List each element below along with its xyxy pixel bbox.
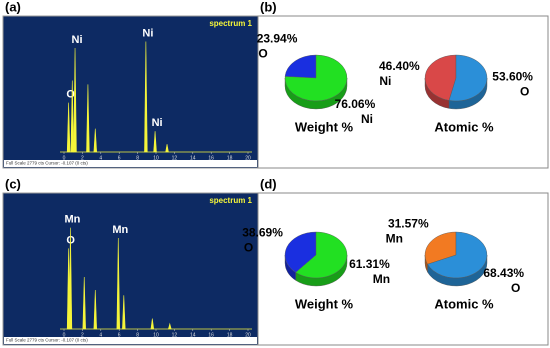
- panel-label: (a): [5, 0, 21, 14]
- pie-slice: [284, 231, 317, 273]
- pie-slice: [284, 54, 348, 102]
- category-label: Ni: [379, 74, 391, 88]
- x-tick-label: 0: [63, 332, 66, 338]
- peak-label: Ni: [72, 34, 83, 46]
- category-label: O: [511, 281, 520, 295]
- peak: [93, 128, 97, 153]
- x-tick-label: 0: [63, 155, 66, 161]
- peak: [93, 289, 97, 330]
- peak-label: Mn: [64, 214, 80, 226]
- category-label: Mn: [386, 232, 403, 246]
- x-tick-label: 16: [208, 332, 214, 338]
- peak: [116, 237, 120, 330]
- peak: [70, 80, 74, 153]
- peak: [82, 276, 86, 330]
- pie-slice: [295, 231, 348, 279]
- value-label: 38.69%: [242, 226, 283, 240]
- peak: [86, 84, 90, 153]
- x-tick-label: 14: [190, 155, 196, 161]
- x-tick-label: 10: [153, 155, 159, 161]
- panel-label: (c): [5, 176, 21, 191]
- value-label: 53.60%: [492, 69, 533, 83]
- x-tick-label: 18: [227, 332, 233, 338]
- peak-label: Ni: [152, 117, 163, 129]
- pie-slice: [448, 54, 488, 102]
- pie-slice: [427, 231, 488, 279]
- peak-label: Ni: [142, 27, 153, 39]
- peak: [150, 318, 155, 330]
- pie-slice: [424, 231, 457, 265]
- value-label: 76.06%: [335, 97, 376, 111]
- category-label: O: [258, 46, 267, 60]
- footer: Full Scale 2779 cts Cursor: -0.107 (0 ct…: [6, 338, 88, 343]
- peak-label: Mn: [112, 224, 128, 236]
- x-tick-label: 8: [136, 332, 139, 338]
- x-tick-label: 4: [99, 155, 102, 161]
- footer: Full Scale 2779 cts Cursor: -0.107 (0 ct…: [6, 161, 88, 166]
- pie-slice: [424, 54, 457, 101]
- peak: [66, 102, 71, 153]
- value-label: 31.57%: [388, 217, 429, 231]
- legend: spectrum 1: [209, 19, 252, 28]
- peak: [122, 295, 126, 330]
- peak: [153, 131, 157, 153]
- pie-title: Atomic %: [434, 296, 494, 311]
- footer-strip: [4, 160, 257, 167]
- category-label: Mn: [373, 272, 390, 286]
- spectrum-frame: [2, 192, 259, 346]
- pie-slice: [284, 54, 317, 79]
- pie-title: Weight %: [295, 296, 354, 311]
- x-tick-label: 2: [81, 155, 84, 161]
- value-label: 23.94%: [257, 31, 298, 45]
- x-tick-label: 20: [245, 155, 251, 161]
- x-tick-label: 8: [136, 155, 139, 161]
- x-tick-label: 12: [172, 332, 178, 338]
- footer-strip: [4, 337, 257, 344]
- x-tick-label: 20: [245, 332, 251, 338]
- x-tick-label: 14: [190, 332, 196, 338]
- x-tick-label: 10: [153, 332, 159, 338]
- peak: [68, 227, 73, 330]
- x-tick-label: 18: [227, 155, 233, 161]
- x-tick-label: 12: [172, 155, 178, 161]
- peak: [165, 144, 169, 153]
- peak: [144, 41, 148, 153]
- panel-label: (b): [260, 0, 277, 14]
- category-label: Ni: [361, 112, 373, 126]
- legend: spectrum 1: [209, 196, 252, 205]
- x-tick-label: 6: [118, 155, 121, 161]
- peak: [168, 322, 172, 330]
- pie-title: Atomic %: [434, 119, 494, 134]
- peak-label: O: [66, 89, 75, 101]
- peak: [73, 47, 77, 153]
- pie-title: Weight %: [295, 119, 354, 134]
- spectrum-frame: [2, 15, 259, 169]
- category-label: O: [520, 84, 529, 98]
- x-tick-label: 2: [81, 332, 84, 338]
- x-tick-label: 4: [99, 332, 102, 338]
- x-tick-label: 6: [118, 332, 121, 338]
- x-tick-label: 16: [208, 155, 214, 161]
- value-label: 46.40%: [379, 59, 420, 73]
- value-label: 68.43%: [483, 266, 524, 280]
- panel-label: (d): [260, 176, 277, 191]
- category-label: O: [244, 241, 253, 255]
- value-label: 61.31%: [349, 257, 390, 271]
